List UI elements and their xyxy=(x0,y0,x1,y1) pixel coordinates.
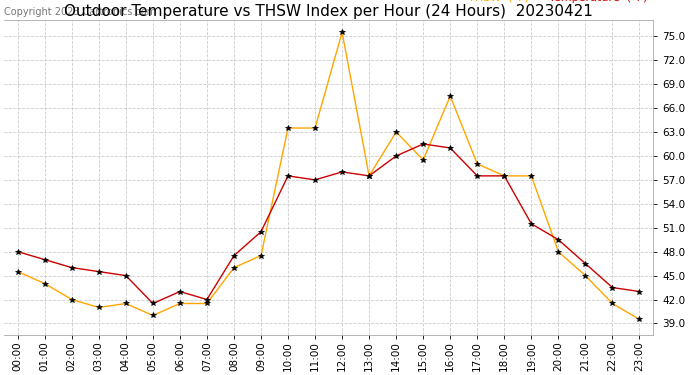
THSW  (°F) xyxy=(149,313,157,318)
Temperature  (°F) xyxy=(554,237,562,242)
THSW  (°F) xyxy=(95,305,103,310)
THSW  (°F) xyxy=(392,130,400,134)
Temperature  (°F) xyxy=(284,174,292,178)
Temperature  (°F) xyxy=(419,142,427,146)
Temperature  (°F) xyxy=(230,254,238,258)
Temperature  (°F) xyxy=(338,170,346,174)
THSW  (°F) xyxy=(230,266,238,270)
Line: Temperature  (°F): Temperature (°F) xyxy=(15,141,642,306)
Temperature  (°F) xyxy=(609,285,617,290)
THSW  (°F) xyxy=(284,126,292,130)
Line: THSW  (°F): THSW (°F) xyxy=(15,30,642,322)
Text: Copyright 2023 Cartronics.com: Copyright 2023 Cartronics.com xyxy=(4,7,157,17)
Temperature  (°F) xyxy=(446,146,455,150)
Temperature  (°F) xyxy=(95,269,103,274)
Legend: THSW  (°F), Temperature  (°F): THSW (°F), Temperature (°F) xyxy=(447,0,652,7)
Temperature  (°F) xyxy=(14,249,22,254)
THSW  (°F) xyxy=(635,317,644,322)
THSW  (°F) xyxy=(527,174,535,178)
THSW  (°F) xyxy=(473,162,482,166)
Temperature  (°F) xyxy=(68,266,76,270)
Temperature  (°F) xyxy=(121,273,130,278)
THSW  (°F) xyxy=(41,281,49,286)
Temperature  (°F) xyxy=(635,289,644,294)
Temperature  (°F) xyxy=(257,230,265,234)
Title: Outdoor Temperature vs THSW Index per Hour (24 Hours)  20230421: Outdoor Temperature vs THSW Index per Ho… xyxy=(64,4,593,19)
Temperature  (°F) xyxy=(392,154,400,158)
THSW  (°F) xyxy=(581,273,589,278)
Temperature  (°F) xyxy=(581,261,589,266)
THSW  (°F) xyxy=(311,126,319,130)
Temperature  (°F) xyxy=(311,178,319,182)
THSW  (°F) xyxy=(203,301,211,306)
THSW  (°F) xyxy=(446,94,455,98)
Temperature  (°F) xyxy=(149,301,157,306)
Temperature  (°F) xyxy=(176,289,184,294)
Temperature  (°F) xyxy=(41,257,49,262)
THSW  (°F) xyxy=(68,297,76,302)
THSW  (°F) xyxy=(176,301,184,306)
THSW  (°F) xyxy=(338,30,346,34)
THSW  (°F) xyxy=(14,269,22,274)
THSW  (°F) xyxy=(500,174,509,178)
Temperature  (°F) xyxy=(203,297,211,302)
THSW  (°F) xyxy=(554,249,562,254)
Temperature  (°F) xyxy=(500,174,509,178)
Temperature  (°F) xyxy=(365,174,373,178)
THSW  (°F) xyxy=(257,254,265,258)
THSW  (°F) xyxy=(419,158,427,162)
Temperature  (°F) xyxy=(527,222,535,226)
Temperature  (°F) xyxy=(473,174,482,178)
THSW  (°F) xyxy=(609,301,617,306)
THSW  (°F) xyxy=(121,301,130,306)
THSW  (°F) xyxy=(365,174,373,178)
